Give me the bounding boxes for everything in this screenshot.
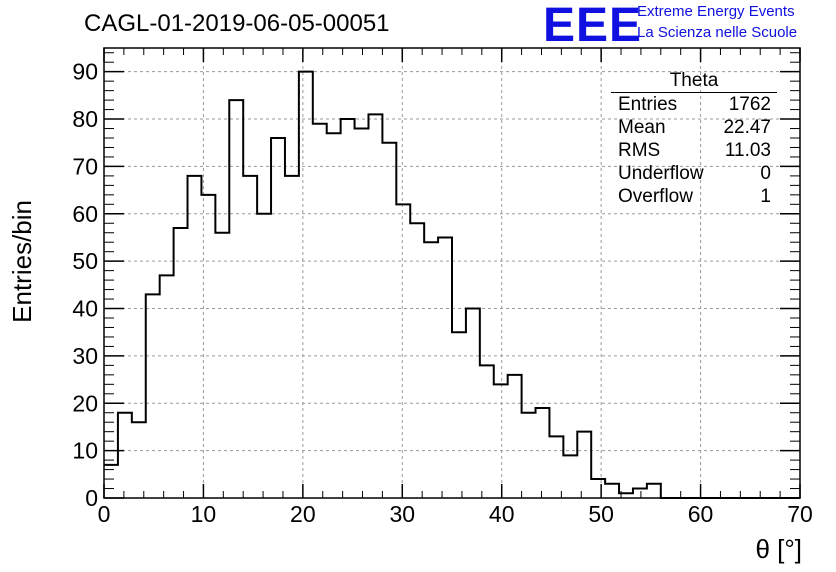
histogram-bin [285, 176, 299, 498]
histogram-bin [327, 133, 341, 498]
stats-label: Mean [618, 117, 666, 138]
x-tick-label: 60 [688, 501, 714, 527]
histogram-bin [355, 129, 369, 498]
histogram-bin [313, 124, 327, 498]
run-title: CAGL-01-2019-06-05-00051 [84, 10, 390, 37]
y-tick-label: 30 [72, 343, 98, 369]
stats-value: 22.47 [723, 117, 771, 138]
eee-logo: EEE [543, 0, 643, 52]
histogram-bin [536, 408, 550, 498]
histogram-bin [299, 72, 313, 498]
stats-row-mean: Mean 22.47 [611, 116, 777, 139]
histogram-bin [243, 176, 257, 498]
histogram-bin [591, 479, 605, 498]
histogram-bin [438, 237, 452, 498]
y-tick-label: 10 [72, 438, 98, 464]
histogram-bin [508, 375, 522, 498]
stats-label: Underflow [618, 163, 704, 184]
y-tick-label: 80 [72, 106, 98, 132]
histogram-bin [174, 228, 188, 498]
stats-label: Overflow [618, 186, 693, 207]
stats-row-overflow: Overflow 1 [611, 185, 777, 208]
histogram-bin [647, 484, 661, 498]
stats-value: 1762 [728, 94, 771, 115]
histogram-bin [480, 365, 494, 498]
x-axis-label: θ [°] [755, 534, 802, 564]
y-tick-label: 60 [72, 201, 98, 227]
y-tick-label: 50 [72, 248, 98, 274]
x-tick-label: 10 [191, 501, 217, 527]
y-tick-label: 90 [72, 59, 98, 85]
stats-box: Theta Entries 1762 Mean 22.47 RMS 11.03 … [611, 70, 777, 208]
histogram-bin [605, 484, 619, 498]
histogram-bin [633, 489, 647, 498]
plot-frame [103, 47, 801, 499]
y-tick-label: 0 [85, 485, 98, 511]
x-tick-label: 30 [389, 501, 415, 527]
histogram-bin [549, 436, 563, 498]
stats-value: 11.03 [724, 140, 771, 161]
stats-label: RMS [618, 140, 661, 161]
stats-row-underflow: Underflow 0 [611, 162, 777, 185]
x-tick-label: 0 [98, 501, 111, 527]
histogram-bin [215, 233, 229, 498]
y-tick-label: 20 [72, 390, 98, 416]
histogram-bin [132, 422, 146, 498]
stats-value: 1 [760, 186, 771, 207]
logo-text-line2: La Scienza nelle Scuole [637, 24, 798, 41]
stats-label: Entries [618, 94, 678, 115]
logo-text-line1: Extreme Energy Events [637, 3, 795, 20]
histogram-bin [494, 384, 508, 498]
stats-row-entries: Entries 1762 [611, 93, 777, 116]
x-tick-label: 50 [588, 501, 614, 527]
histogram-bin [452, 332, 466, 498]
axis-ticks [103, 48, 801, 499]
histogram-bin [188, 176, 202, 498]
histogram-bin [424, 242, 438, 498]
x-tick-label: 40 [489, 501, 515, 527]
histogram-bin [118, 413, 132, 498]
histogram-bin [522, 413, 536, 498]
histogram-bin [563, 455, 577, 498]
histogram-bin [368, 114, 382, 498]
histogram-bin [146, 294, 160, 498]
histogram-bin [271, 138, 285, 498]
histogram-bin [577, 432, 591, 498]
y-tick-label: 40 [72, 296, 98, 322]
histogram-series [104, 70, 800, 499]
histogram-bin [382, 143, 396, 498]
stats-value: 0 [760, 163, 771, 184]
x-tick-label: 70 [787, 501, 813, 527]
histogram-bin [410, 223, 424, 498]
histogram-bin [229, 100, 243, 498]
histogram-bin [396, 204, 410, 498]
x-tick-label: 20 [290, 501, 316, 527]
stats-row-rms: RMS 11.03 [611, 139, 777, 162]
histogram-outline [104, 70, 800, 499]
y-tick-label: 70 [72, 153, 98, 179]
stats-title: Theta [611, 70, 777, 93]
